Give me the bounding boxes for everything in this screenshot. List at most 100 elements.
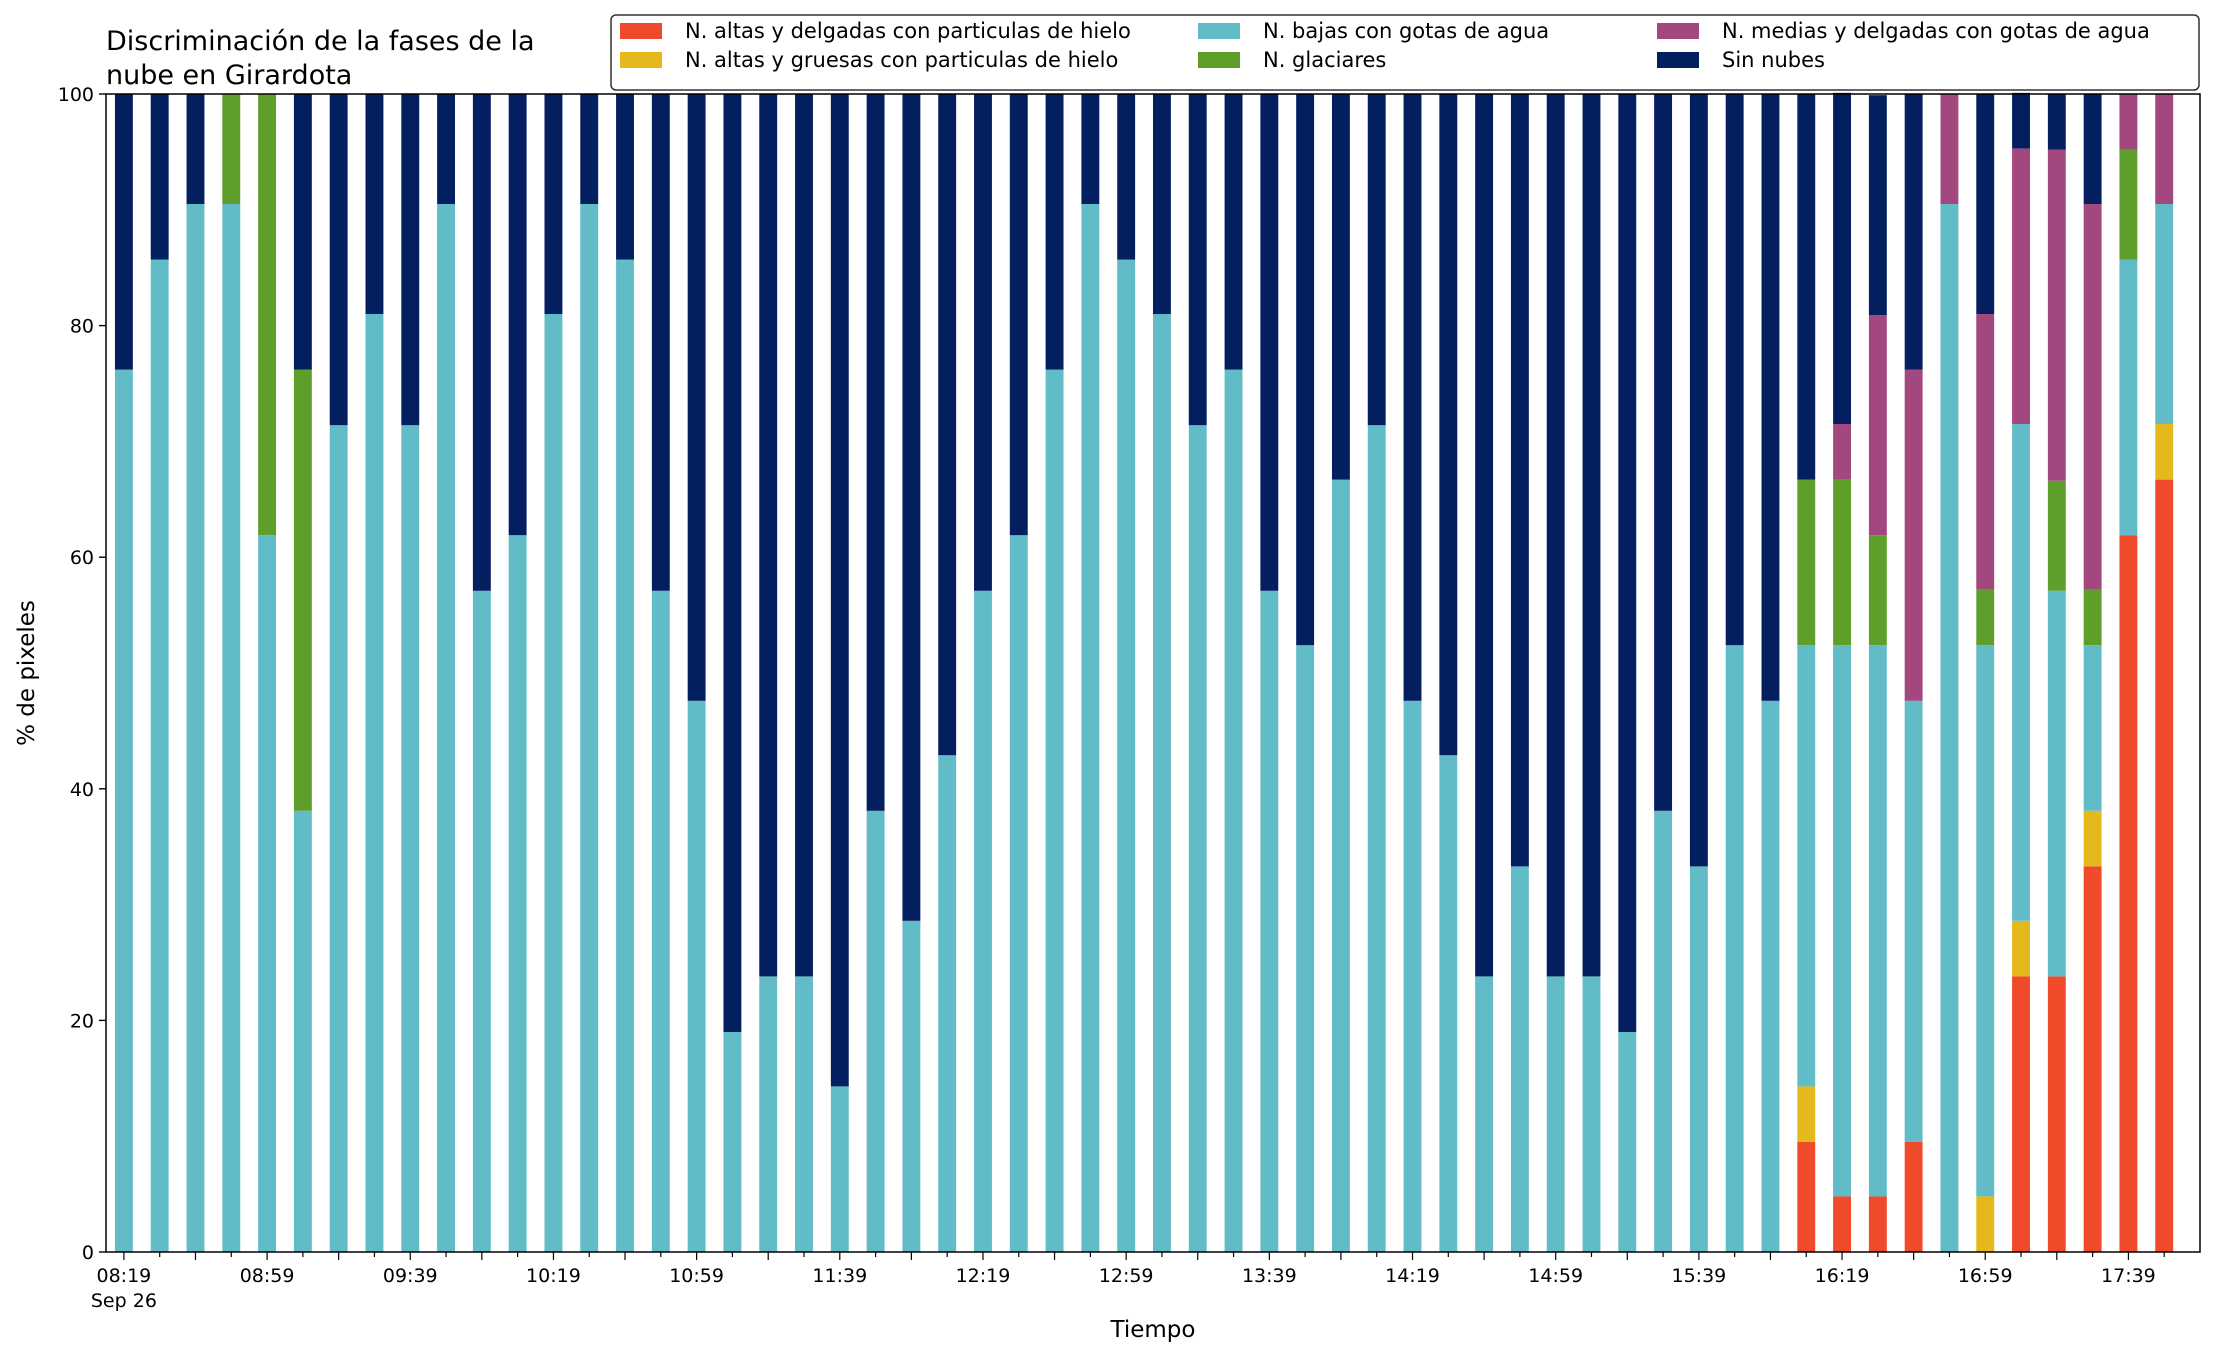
x-tick-label-0: 08:19 <box>97 1265 152 1287</box>
bar-segment-2-14 <box>616 259 634 1253</box>
bar-segment-5-49 <box>1868 95 1887 316</box>
legend-swatch-2 <box>1198 23 1240 39</box>
bar-segment-2-55 <box>2083 645 2102 811</box>
bar-segment-2-12 <box>544 314 563 1252</box>
bar-segment-2-28 <box>1117 259 1136 1253</box>
bar-segment-5-29 <box>1153 94 1171 315</box>
bar-segment-5-11 <box>508 94 527 536</box>
bar-segment-3-48 <box>1833 479 1851 646</box>
bar-segment-4-57 <box>2155 94 2174 205</box>
bar-segment-2-8 <box>401 425 420 1252</box>
bar-segment-5-8 <box>401 94 420 426</box>
bar-segment-5-1 <box>150 94 169 260</box>
bar-segment-0-49 <box>1868 1196 1887 1252</box>
bar-segment-0-48 <box>1833 1196 1851 1252</box>
bar-segment-0-57 <box>2155 479 2174 1252</box>
bar-segment-0-47 <box>1797 1141 1816 1252</box>
x-tick-label-9: 14:19 <box>1385 1265 1440 1287</box>
bar-segment-5-6 <box>329 94 348 426</box>
bar-segment-5-27 <box>1081 94 1100 205</box>
bar-segment-5-18 <box>759 94 778 977</box>
bar-segment-5-44 <box>1689 94 1708 867</box>
bar-segment-2-52 <box>1976 645 1995 1197</box>
bar-segment-2-32 <box>1260 590 1279 1252</box>
bar-segment-5-21 <box>866 94 885 811</box>
bar-segment-2-18 <box>759 976 778 1252</box>
bar-segment-2-37 <box>1439 755 1458 1252</box>
bar-segment-5-43 <box>1654 94 1673 811</box>
y-tick-label-3: 60 <box>70 547 94 569</box>
legend-swatch-5 <box>1657 52 1699 68</box>
bar-segment-2-34 <box>1331 479 1350 1252</box>
x-tick-label-13: 16:59 <box>1958 1265 2013 1287</box>
bar-segment-2-10 <box>472 590 491 1252</box>
bar-segment-2-33 <box>1296 645 1315 1252</box>
bar-segment-2-49 <box>1868 645 1887 1197</box>
bar-segment-2-11 <box>508 535 527 1252</box>
bar-segment-4-52 <box>1976 314 1995 590</box>
bar-segment-2-41 <box>1582 976 1601 1252</box>
bar-segment-2-47 <box>1797 645 1816 1087</box>
bar-segment-1-53 <box>2012 920 2030 977</box>
bar-segment-4-50 <box>1904 369 1923 701</box>
legend: N. altas y delgadas con particulas de hi… <box>610 14 2200 91</box>
legend-label-4: N. medias y delgadas con gotas de agua <box>1722 19 2150 43</box>
bar-segment-2-2 <box>186 204 205 1252</box>
bar-segment-3-52 <box>1976 589 1995 646</box>
bar-segment-2-17 <box>723 1031 742 1252</box>
bar-segment-5-26 <box>1045 94 1064 370</box>
x-axis: 08:19 Sep 26 08:59 09:39 10:19 10:59 11:39 12:1… <box>91 1252 2165 1312</box>
bar-segment-2-6 <box>329 425 348 1252</box>
bar-segment-2-26 <box>1045 369 1064 1253</box>
bar-segment-5-36 <box>1403 94 1422 701</box>
bar-segment-2-57 <box>2155 204 2174 425</box>
bar-segment-5-25 <box>1009 94 1028 536</box>
bar-segment-2-4 <box>258 535 277 1252</box>
bar-segment-5-53 <box>2012 92 2030 149</box>
bar-segment-1-55 <box>2083 810 2102 867</box>
bar-segment-5-9 <box>437 94 455 205</box>
bar-segment-2-30 <box>1188 425 1207 1252</box>
legend-swatch-3 <box>1198 52 1240 68</box>
bar-segment-2-19 <box>795 976 813 1252</box>
bar-segment-3-5 <box>293 369 312 811</box>
y-tick-label-4: 80 <box>70 316 94 338</box>
bar-segment-5-38 <box>1475 94 1494 977</box>
x-tick-label-12: 16:19 <box>1815 1265 1870 1287</box>
bar-segment-2-0 <box>114 369 133 1253</box>
bar-segment-4-51 <box>1940 94 1959 205</box>
legend-frame <box>610 14 2200 91</box>
chart-title-line-1: Discriminación de la fases de la <box>106 26 535 57</box>
bar-segment-3-3 <box>222 94 241 205</box>
y-tick-label-5: 100 <box>58 84 94 106</box>
bar-segment-5-50 <box>1904 94 1923 370</box>
bar-segment-5-16 <box>687 94 706 701</box>
bar-segment-5-45 <box>1725 94 1744 646</box>
bar-segment-3-47 <box>1797 479 1816 646</box>
plot-frame <box>105 93 2201 1253</box>
bar-segment-1-52 <box>1976 1196 1995 1252</box>
bar-segment-5-20 <box>830 94 849 1087</box>
legend-label-2: N. bajas con gotas de agua <box>1263 19 1549 43</box>
bars <box>114 92 2174 1253</box>
bar-segment-5-10 <box>472 94 491 591</box>
bar-segment-2-39 <box>1510 866 1529 1252</box>
bar-segment-5-17 <box>723 94 742 1032</box>
x-tick-label-2: 09:39 <box>383 1265 438 1287</box>
bar-segment-2-31 <box>1224 369 1243 1253</box>
bar-segment-5-40 <box>1546 94 1565 977</box>
bar-segment-0-50 <box>1904 1141 1923 1252</box>
bar-segment-0-55 <box>2083 866 2102 1252</box>
legend-label-5: Sin nubes <box>1722 48 1825 72</box>
bar-segment-2-5 <box>293 810 312 1252</box>
bar-segment-5-42 <box>1618 94 1637 1032</box>
bar-segment-2-38 <box>1475 976 1494 1252</box>
bar-segment-2-7 <box>365 314 384 1252</box>
bar-segment-5-52 <box>1976 94 1995 315</box>
x-tick-label-7: 12:59 <box>1099 1265 1154 1287</box>
bar-segment-2-27 <box>1081 204 1100 1252</box>
bar-segment-0-54 <box>2047 976 2066 1252</box>
bar-segment-2-54 <box>2047 590 2066 977</box>
bar-segment-3-49 <box>1868 535 1887 646</box>
